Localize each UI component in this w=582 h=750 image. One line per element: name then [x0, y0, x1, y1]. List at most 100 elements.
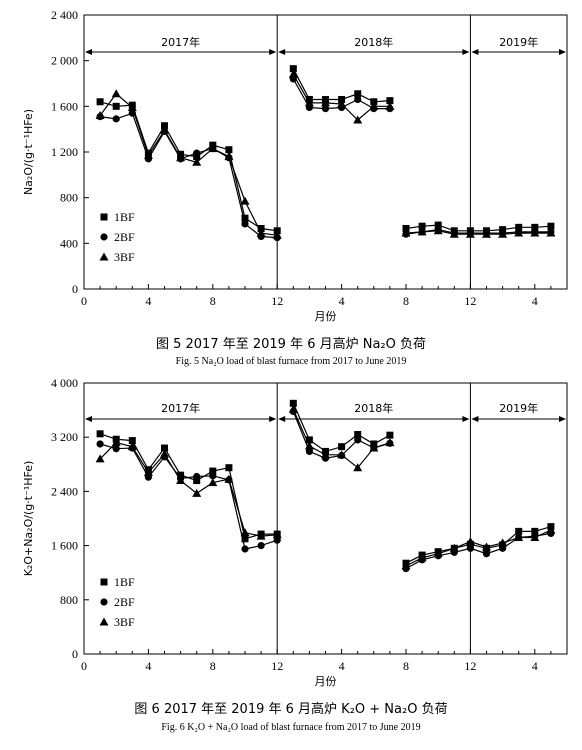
data-point-1bf: [386, 97, 394, 105]
data-point-3bf: [256, 228, 266, 237]
x-tick-label: 12: [464, 659, 476, 673]
period-label: 2018年: [354, 35, 393, 49]
x-tick-label: 4: [339, 294, 345, 308]
x-tick-label: 0: [81, 294, 87, 308]
data-point-1bf: [531, 223, 539, 231]
data-point-3bf: [127, 442, 137, 451]
data-point-3bf: [111, 438, 121, 447]
data-point-3bf: [482, 542, 491, 551]
data-point-2bf: [209, 472, 217, 480]
data-point-3bf: [224, 474, 234, 483]
data-point-2bf: [193, 149, 201, 157]
arrow-head-right: [559, 416, 566, 422]
data-point-2bf: [499, 544, 507, 552]
data-point-3bf: [176, 476, 186, 485]
data-point-3bf: [337, 99, 347, 108]
plot-frame: [83, 382, 568, 655]
legend-label-1bf: 1BF: [114, 575, 135, 589]
y-tick-label: 1 600: [51, 99, 78, 113]
data-point-1bf: [354, 430, 362, 438]
period-label: 2017年: [161, 35, 200, 49]
arrow-head-right: [559, 49, 566, 55]
data-point-1bf: [209, 467, 217, 475]
y-tick-label: 400: [60, 236, 78, 250]
data-point-2bf: [112, 115, 120, 123]
x-tick-label: 8: [210, 659, 216, 673]
data-point-3bf: [288, 69, 298, 78]
data-point-3bf: [304, 98, 314, 107]
x-tick-label: 4: [339, 659, 345, 673]
x-axis-label: 月份: [315, 675, 337, 688]
x-tick-label: 12: [464, 294, 476, 308]
data-point-2bf: [466, 544, 474, 552]
data-point-3bf: [465, 537, 475, 546]
data-point-3bf: [337, 450, 347, 459]
data-point-3bf: [369, 101, 379, 110]
data-point-3bf: [353, 115, 363, 124]
series-line-3bf: [405, 529, 552, 567]
data-point-3bf: [449, 229, 459, 238]
data-point-2bf: [257, 542, 265, 550]
data-point-1bf: [96, 430, 104, 438]
series-line-1bf: [405, 224, 551, 232]
data-point-3bf: [304, 441, 314, 450]
legend-marker-3bf: [99, 617, 109, 626]
legend-marker-3bf: [99, 252, 109, 261]
data-point-1bf: [96, 98, 104, 106]
series-line-2bf: [99, 443, 278, 550]
y-tick-label: 0: [72, 282, 78, 296]
x-tick-label: 8: [403, 294, 409, 308]
data-point-2bf: [241, 545, 249, 553]
legend-label-2bf: 2BF: [114, 595, 135, 609]
data-point-1bf: [161, 122, 168, 130]
arrow-head-left: [471, 416, 479, 422]
y-axis-label: Na₂O/(g·t⁻¹HFe): [22, 109, 35, 195]
data-point-3bf: [530, 532, 540, 541]
data-point-3bf: [288, 404, 298, 413]
data-point-1bf: [112, 102, 120, 110]
data-point-3bf: [385, 438, 395, 447]
y-tick-label: 3 200: [51, 430, 78, 444]
y-tick-label: 2 400: [51, 484, 78, 498]
arrow-head-left: [278, 416, 286, 422]
period-label: 2018年: [354, 401, 393, 415]
arrow-head-left: [471, 49, 479, 55]
data-point-2bf: [354, 436, 362, 444]
data-point-3bf: [433, 226, 443, 235]
data-point-3bf: [385, 101, 395, 110]
data-point-3bf: [272, 530, 282, 539]
data-point-3bf: [208, 144, 218, 153]
data-point-1bf: [338, 443, 346, 451]
data-point-3bf: [143, 150, 153, 159]
series-line-3bf: [99, 441, 278, 537]
data-point-1bf: [402, 224, 410, 232]
data-point-3bf: [95, 110, 105, 119]
data-point-3bf: [224, 152, 234, 161]
x-tick-label: 4: [532, 659, 538, 673]
data-point-3bf: [417, 227, 427, 236]
data-point-1bf: [305, 436, 313, 444]
data-point-1bf: [354, 90, 362, 98]
legend-marker-2bf: [100, 598, 108, 606]
data-point-3bf: [401, 228, 411, 237]
data-point-3bf: [143, 467, 153, 476]
data-point-2bf: [96, 440, 104, 448]
data-point-3bf: [433, 549, 443, 558]
period-label: 2019年: [499, 35, 538, 49]
data-point-1bf: [418, 222, 426, 230]
x-axis-label: 月份: [315, 310, 337, 323]
data-point-3bf: [369, 443, 379, 452]
legend-marker-1bf: [100, 578, 108, 586]
y-tick-label: 800: [60, 593, 78, 607]
data-point-2bf: [241, 220, 249, 228]
y-axis-label: K₂O+Na₂O/(g·t⁻¹HFe): [22, 461, 35, 577]
data-point-3bf: [272, 230, 282, 239]
legend-label-3bf: 3BF: [114, 615, 135, 629]
data-point-2bf: [193, 472, 201, 481]
x-tick-label: 8: [210, 294, 216, 308]
data-point-2bf: [112, 445, 120, 453]
data-point-1bf: [161, 444, 168, 452]
data-point-3bf: [530, 228, 540, 237]
data-point-3bf: [192, 157, 202, 166]
